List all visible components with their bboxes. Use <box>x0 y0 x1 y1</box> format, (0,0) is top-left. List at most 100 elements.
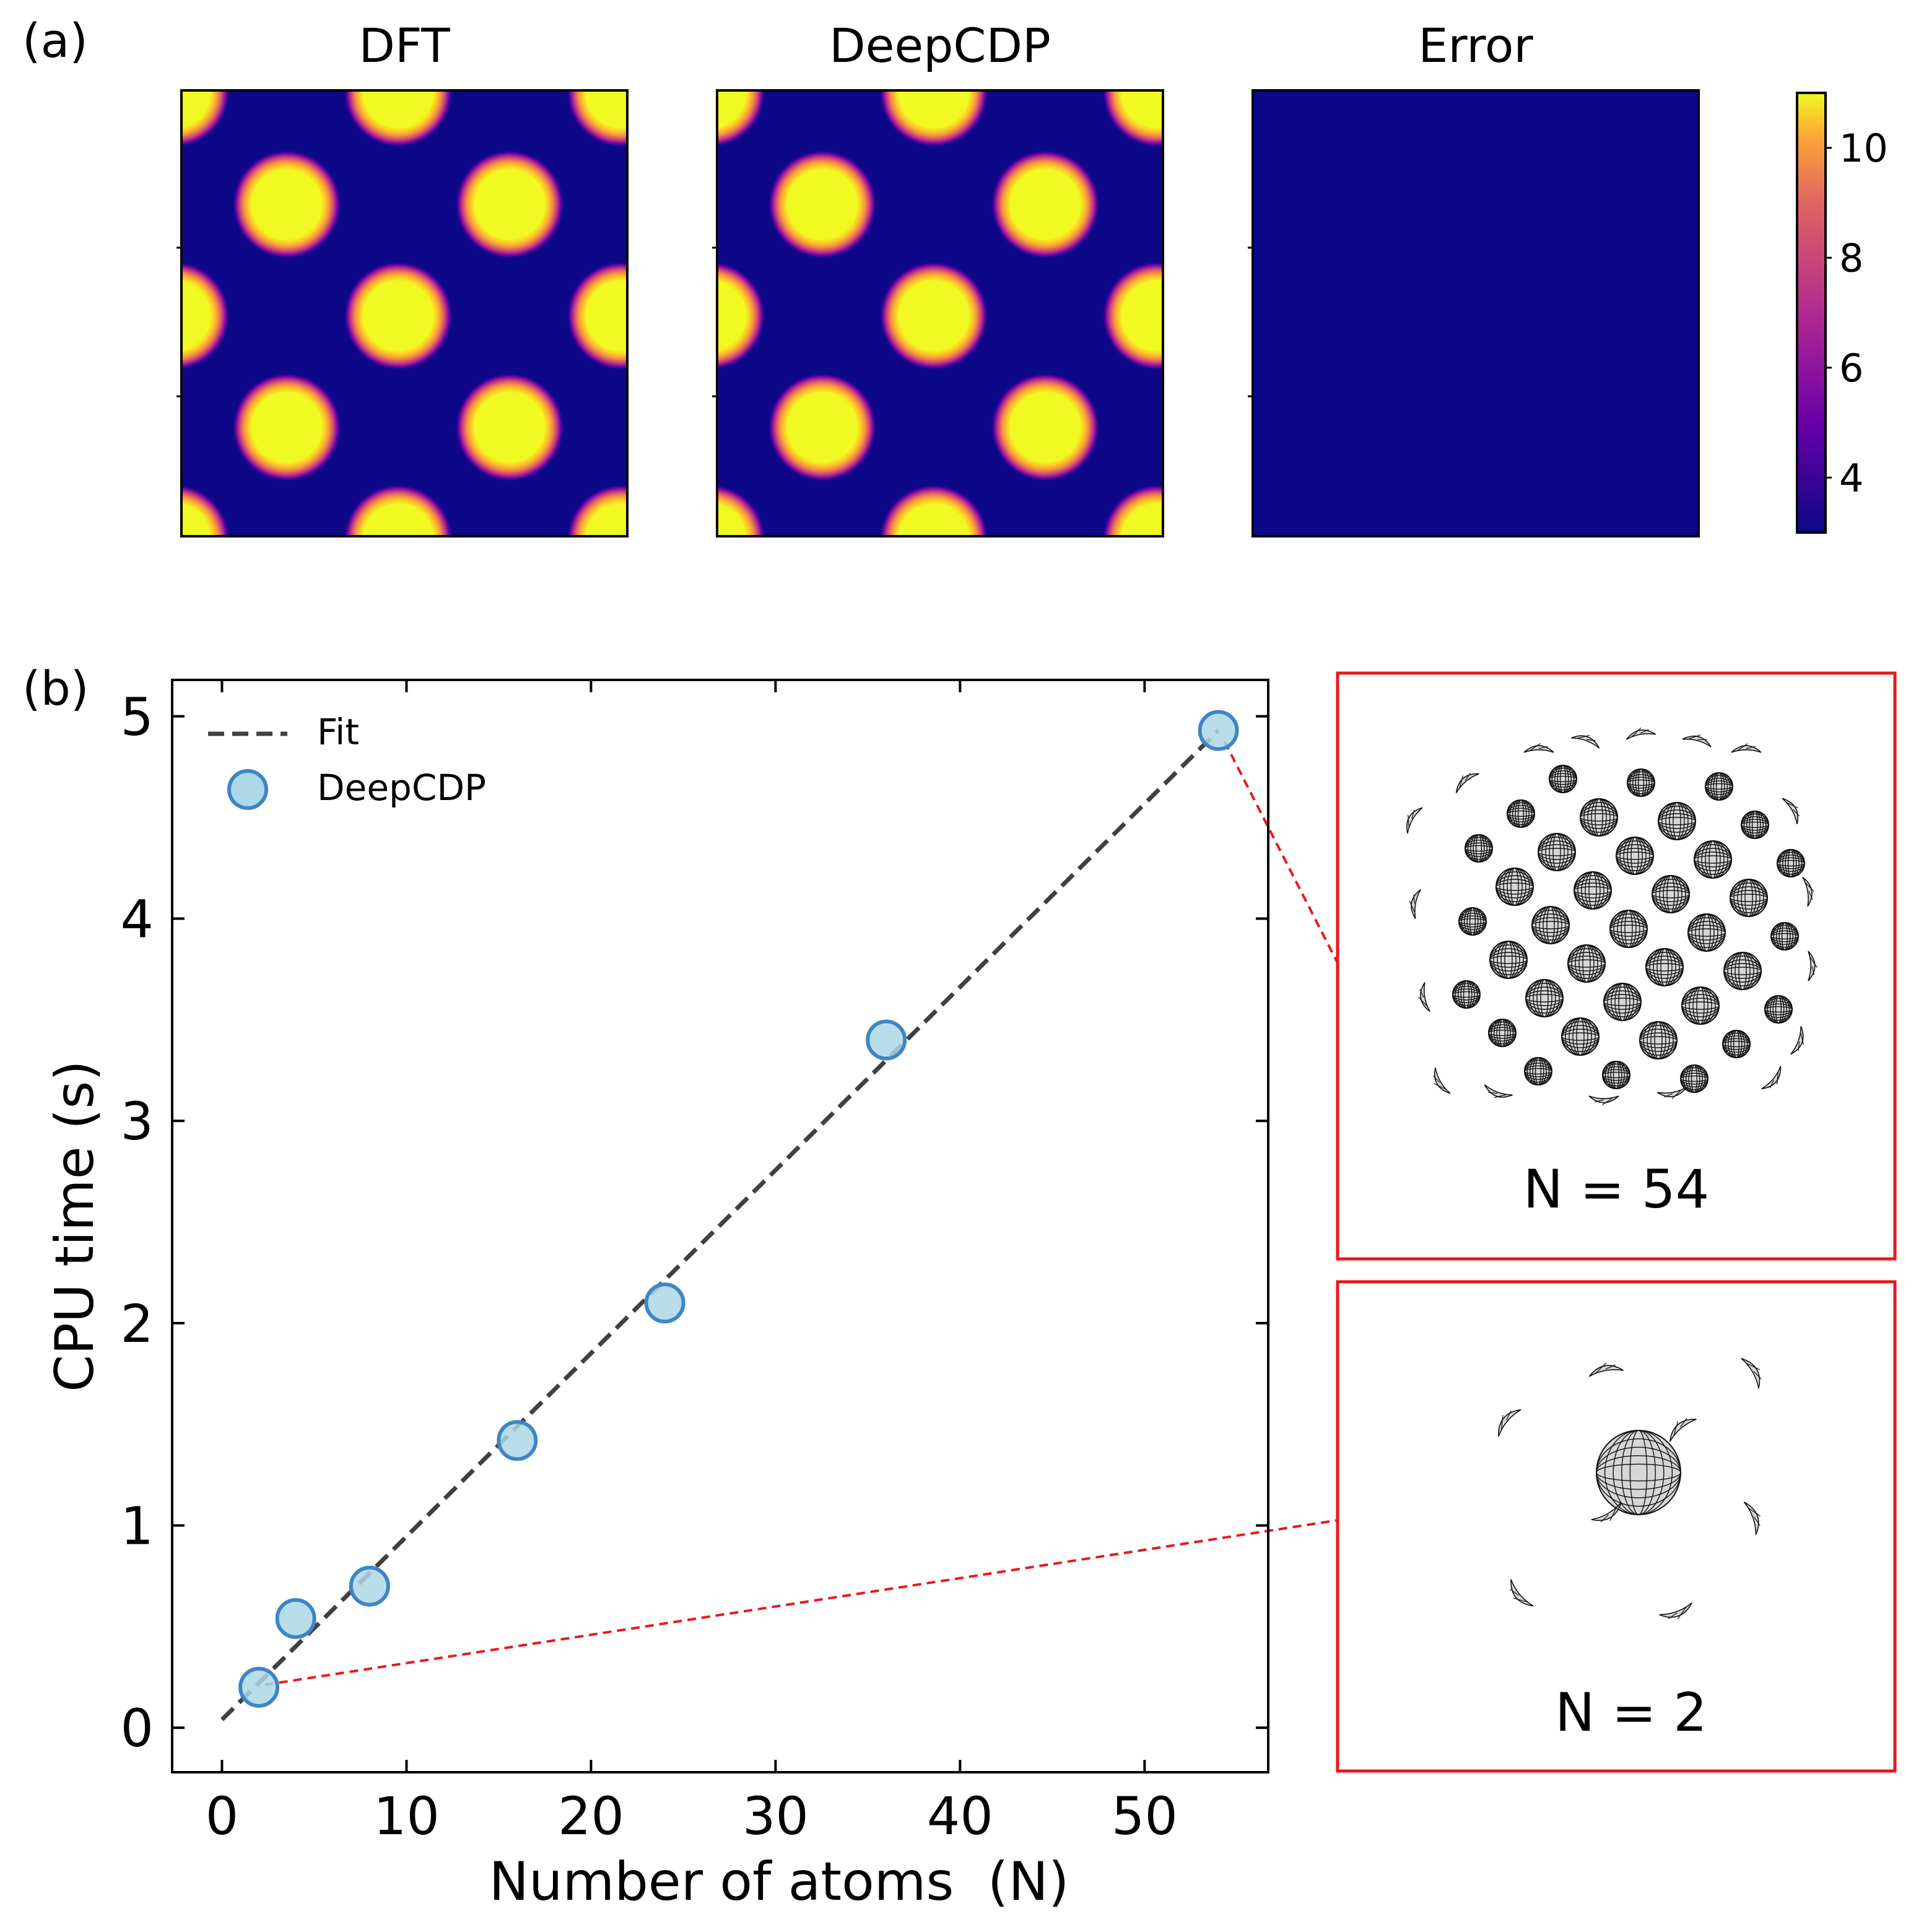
deepcdp-point <box>497 1420 538 1461</box>
density-peak <box>232 373 341 482</box>
connector-n2 <box>264 1519 1338 1686</box>
density-peak <box>344 90 453 147</box>
y-tick-label: 0 <box>121 1698 154 1759</box>
density-peak <box>567 90 627 147</box>
wireframe-sphere <box>1580 798 1618 837</box>
wireframe-sphere <box>1549 765 1577 793</box>
density-peak <box>1102 90 1163 147</box>
heatmap-title-dft: DFT <box>359 18 450 73</box>
inset-n2-frame <box>1336 1280 1897 1773</box>
heatmap-frame-dft <box>180 89 629 537</box>
deepcdp-point <box>349 1565 390 1607</box>
wireframe-fragment <box>1510 1579 1534 1607</box>
colorbar-ticks: 4 6 8 10 <box>1826 126 1888 500</box>
wireframe-fragment <box>1433 1068 1451 1094</box>
wireframe-fragment <box>1790 1026 1804 1055</box>
colorbar-tick-label: 8 <box>1839 235 1863 281</box>
deepcdp-point <box>238 1666 280 1708</box>
y-axis-ticks: 0 1 2 3 4 5 <box>121 687 1268 1759</box>
x-tick-label: 50 <box>1112 1786 1178 1847</box>
wireframe-sphere <box>1452 980 1481 1009</box>
wireframe-n2 <box>1498 1357 1762 1620</box>
inset-n2-label: N = 2 <box>1555 1682 1707 1744</box>
wireframe-sphere <box>1627 768 1655 797</box>
wireframe-fragment <box>1409 889 1421 920</box>
fit-line <box>220 729 1221 1721</box>
density-peak <box>567 484 627 536</box>
wireframe-fragment <box>1417 981 1430 1012</box>
heatmap-dft <box>181 90 627 536</box>
wireframe-n54 <box>1406 727 1817 1105</box>
density-peak <box>181 484 230 536</box>
wireframe-sphere <box>1681 986 1720 1025</box>
x-axis-ticks: 0 10 20 30 40 50 <box>206 680 1178 1847</box>
wireframe-fragment <box>1571 734 1600 749</box>
wireframe-sphere <box>1495 868 1534 906</box>
density-peak <box>1102 261 1163 370</box>
heatmap-title-error: Error <box>1418 18 1533 73</box>
wireframe-sphere <box>1680 1064 1709 1093</box>
density-peak <box>181 261 230 370</box>
wireframe-fragment <box>1808 951 1817 981</box>
x-tick-label: 30 <box>742 1786 809 1847</box>
y-tick-label: 1 <box>121 1495 154 1556</box>
density-peak <box>232 150 341 259</box>
wireframe-sphere <box>1574 871 1612 910</box>
wireframe-sphere <box>1609 910 1648 948</box>
wireframe-sphere <box>1645 948 1684 986</box>
wireframe-sphere <box>1538 833 1576 871</box>
wireframe-sphere <box>1596 1430 1681 1515</box>
fit-line-layer <box>220 729 1221 1721</box>
inset-connectors <box>264 741 1339 1686</box>
density-peak <box>768 373 877 482</box>
wireframe-sphere <box>1705 772 1733 801</box>
wireframe-fragment <box>1455 773 1479 793</box>
wireframe-sphere <box>1507 799 1535 828</box>
cpu-time-chart: 0 10 20 30 40 50 0 1 2 3 4 5 Number of atoms (N) C… <box>44 679 1339 1913</box>
wireframe-fragment <box>1802 876 1815 907</box>
wireframe-fragment <box>1591 1502 1622 1523</box>
wireframe-sphere <box>1488 1019 1517 1047</box>
wireframe-fragment <box>1406 807 1423 833</box>
legend-deepcdp-marker <box>227 769 268 810</box>
y-tick-label: 4 <box>121 889 154 949</box>
wireframe-fragment <box>1498 1409 1521 1437</box>
wireframe-fragment <box>1484 1084 1513 1099</box>
density-peak <box>344 484 453 536</box>
x-tick-label: 10 <box>373 1786 440 1847</box>
wireframe-fragment <box>1741 1357 1762 1389</box>
x-tick-label: 20 <box>558 1786 624 1847</box>
density-peak <box>344 261 453 370</box>
density-peak <box>879 261 988 370</box>
density-peak <box>717 261 765 370</box>
wireframe-sphere <box>1525 979 1564 1017</box>
wireframe-fragment <box>1743 1501 1761 1535</box>
wireframe-fragment <box>1682 734 1712 747</box>
wireframe-sphere <box>1741 811 1769 839</box>
density-peak <box>455 150 564 259</box>
density-peak <box>879 90 988 147</box>
wireframe-sphere <box>1561 1017 1600 1056</box>
density-peak <box>455 373 564 482</box>
wireframe-fragment <box>1669 1418 1697 1442</box>
wireframe-fragment <box>1731 743 1762 753</box>
wireframe-sphere <box>1458 907 1487 936</box>
density-peak <box>717 90 765 147</box>
x-axis-label: Number of atoms (N) <box>489 1851 1069 1913</box>
wireframe-sphere <box>1694 840 1732 879</box>
heatmap-ticks <box>176 246 1253 398</box>
heatmap-title-deepcdp: DeepCDP <box>829 18 1051 73</box>
inset-n54-label: N = 54 <box>1523 1159 1710 1221</box>
wireframe-sphere <box>1603 983 1642 1021</box>
wireframe-fragment <box>1588 1095 1619 1105</box>
panel-b-label: (b) <box>22 661 89 716</box>
wireframe-sphere <box>1687 913 1726 952</box>
density-peak <box>879 484 988 536</box>
heatmap-deepcdp <box>717 90 1163 536</box>
density-peak <box>181 90 230 147</box>
wireframe-sphere <box>1524 1057 1552 1086</box>
density-peaks <box>181 90 627 536</box>
y-tick-label: 5 <box>121 687 154 747</box>
wireframe-sphere <box>1465 834 1493 863</box>
heatmap-frame-deepcdp <box>716 89 1164 537</box>
